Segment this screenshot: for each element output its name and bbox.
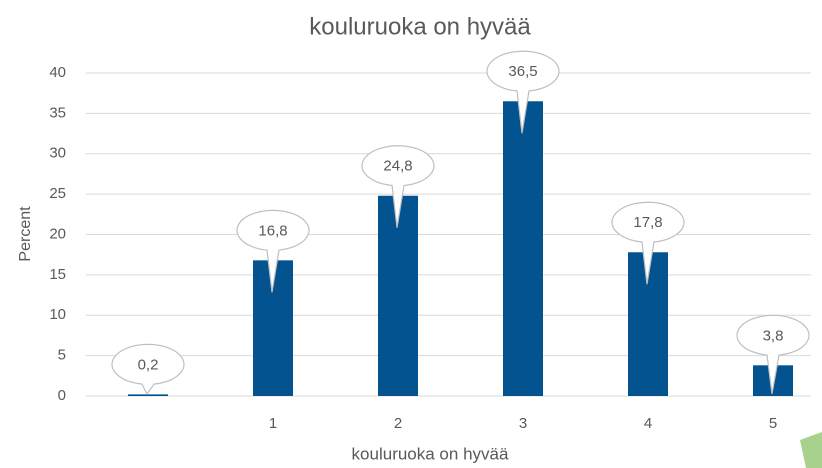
y-tick-label: 0 [58, 387, 66, 404]
x-tick-label: 1 [269, 415, 277, 432]
decoration [800, 432, 822, 468]
bar [128, 394, 168, 396]
x-tick-label: 3 [519, 415, 527, 432]
y-tick-label: 40 [49, 64, 66, 81]
x-tick-label: 4 [644, 415, 652, 432]
y-tick-label: 10 [49, 306, 66, 323]
callout [111, 343, 185, 396]
data-label: 16,8 [258, 222, 287, 239]
y-tick-label: 35 [49, 104, 66, 121]
callout [361, 145, 435, 228]
y-tick-label: 20 [49, 225, 66, 242]
bar [503, 101, 543, 396]
y-tick-label: 15 [49, 266, 66, 283]
chart-title: kouluruoka on hyvää [309, 13, 531, 40]
callout [611, 201, 685, 285]
x-tick-label: 2 [394, 415, 402, 432]
data-label: 36,5 [508, 63, 537, 80]
data-label: 24,8 [383, 158, 412, 175]
x-tick-label: 5 [769, 415, 777, 432]
x-axis-label: kouluruoka on hyvää [352, 444, 509, 463]
data-label: 17,8 [633, 214, 662, 231]
callout [486, 50, 560, 134]
data-label: 3,8 [763, 327, 784, 344]
data-label: 0,2 [138, 356, 159, 373]
y-tick-label: 30 [49, 145, 66, 162]
y-tick-label: 25 [49, 185, 66, 202]
callout [236, 209, 310, 293]
bar [378, 195, 418, 396]
callout [736, 314, 810, 395]
y-axis-label: Percent [17, 206, 34, 262]
y-tick-label: 5 [58, 347, 66, 364]
